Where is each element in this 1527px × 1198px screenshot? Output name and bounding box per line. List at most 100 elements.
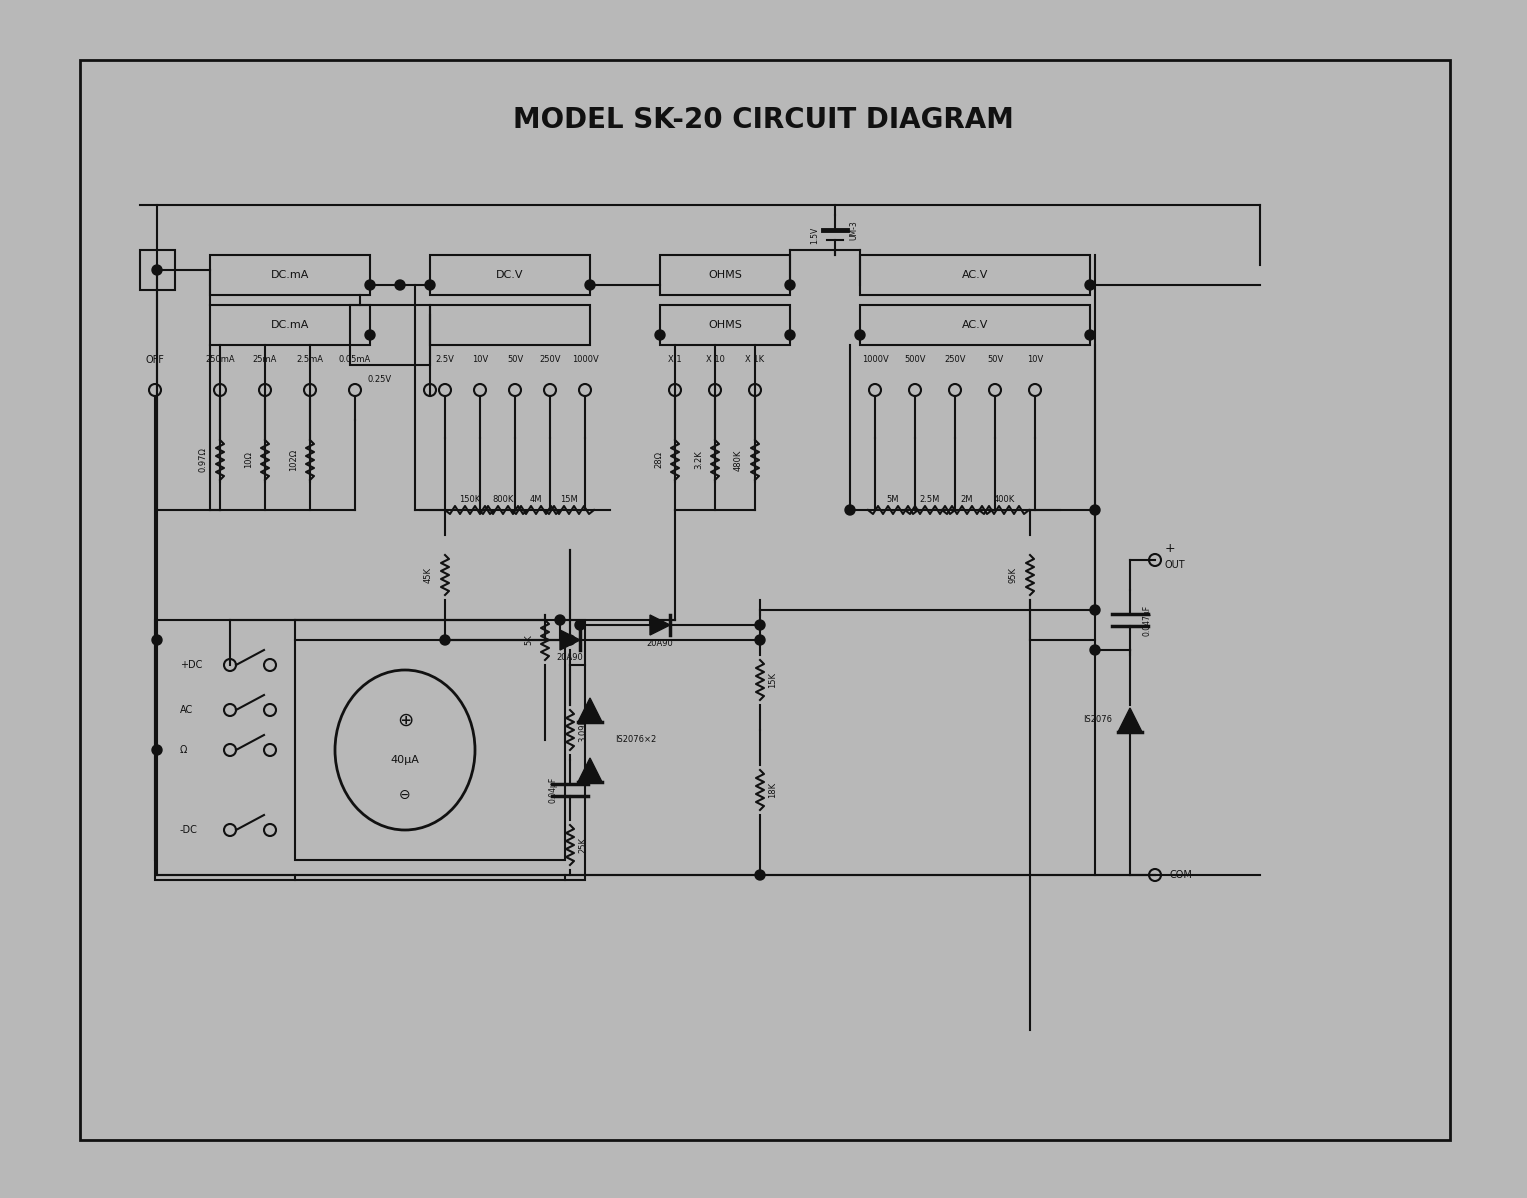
Text: 480K: 480K — [734, 449, 744, 471]
Text: IS2076: IS2076 — [1083, 715, 1112, 725]
Circle shape — [785, 329, 796, 340]
Text: X 1K: X 1K — [745, 356, 765, 364]
Text: OHMS: OHMS — [709, 270, 742, 280]
Circle shape — [440, 635, 450, 645]
Circle shape — [365, 329, 376, 340]
Text: +: + — [1165, 541, 1176, 555]
Text: 2.5mA: 2.5mA — [296, 356, 324, 364]
Text: OUT: OUT — [1165, 559, 1185, 570]
Circle shape — [754, 621, 765, 630]
Bar — [660, 305, 789, 345]
Circle shape — [1090, 645, 1099, 655]
Text: 50V: 50V — [507, 356, 524, 364]
Circle shape — [844, 506, 855, 515]
Circle shape — [153, 265, 162, 276]
Text: 95K: 95K — [1009, 567, 1019, 583]
Text: 10V: 10V — [1026, 356, 1043, 364]
Text: X 1: X 1 — [669, 356, 683, 364]
Polygon shape — [560, 630, 580, 651]
Bar — [350, 305, 431, 365]
Text: 1.5V: 1.5V — [809, 226, 818, 243]
Text: 1000V: 1000V — [571, 356, 599, 364]
Text: 150K: 150K — [460, 496, 481, 504]
Text: 250V: 250V — [944, 356, 965, 364]
Text: -DC: -DC — [180, 825, 199, 835]
Text: 5K: 5K — [524, 635, 533, 646]
Text: COM: COM — [1170, 870, 1193, 881]
Text: AC.V: AC.V — [962, 320, 988, 329]
Circle shape — [565, 635, 576, 645]
Text: AC: AC — [180, 704, 194, 715]
Polygon shape — [579, 758, 602, 782]
Circle shape — [585, 280, 596, 290]
Text: 20A90: 20A90 — [646, 639, 673, 647]
Text: 0.04μF: 0.04μF — [550, 776, 557, 803]
Text: 28Ω: 28Ω — [654, 452, 663, 468]
Text: ⊖: ⊖ — [399, 788, 411, 801]
Text: OFF: OFF — [145, 355, 165, 365]
Bar — [156, 621, 585, 881]
Bar — [211, 255, 370, 295]
Text: AC.V: AC.V — [962, 270, 988, 280]
Text: 4M: 4M — [530, 496, 542, 504]
Text: 0.047μF: 0.047μF — [1142, 605, 1151, 636]
Circle shape — [1086, 329, 1095, 340]
Text: ⊕: ⊕ — [397, 710, 414, 730]
Text: DC.mA: DC.mA — [270, 320, 308, 329]
Text: 250mA: 250mA — [205, 356, 235, 364]
Bar — [431, 255, 589, 295]
Polygon shape — [651, 615, 670, 635]
Text: 800K: 800K — [492, 496, 513, 504]
Text: 20A90: 20A90 — [557, 653, 583, 662]
Circle shape — [395, 280, 405, 290]
Text: 0.25V: 0.25V — [368, 375, 392, 385]
Text: Ω: Ω — [180, 745, 188, 755]
Circle shape — [153, 635, 162, 645]
Text: 10Ω: 10Ω — [244, 452, 253, 468]
Text: 2.5V: 2.5V — [435, 356, 455, 364]
Text: 40μA: 40μA — [391, 755, 420, 766]
Text: IS2076×2: IS2076×2 — [615, 736, 657, 744]
Text: 1000V: 1000V — [861, 356, 889, 364]
Bar — [660, 255, 789, 295]
Text: 15K: 15K — [768, 672, 777, 688]
Text: 18K: 18K — [768, 782, 777, 798]
Bar — [295, 640, 565, 860]
Bar — [860, 255, 1090, 295]
Circle shape — [1090, 605, 1099, 615]
Text: DC.mA: DC.mA — [270, 270, 308, 280]
Text: +DC: +DC — [180, 660, 203, 670]
Text: MODEL SK-20 CIRCUIT DIAGRAM: MODEL SK-20 CIRCUIT DIAGRAM — [513, 105, 1014, 134]
Circle shape — [855, 329, 864, 340]
Circle shape — [1090, 506, 1099, 515]
Circle shape — [365, 280, 376, 290]
Circle shape — [153, 745, 162, 755]
Text: UM-3: UM-3 — [849, 220, 858, 240]
Text: DC.V: DC.V — [496, 270, 524, 280]
Text: 3.2K: 3.2K — [693, 450, 702, 470]
Bar — [431, 305, 589, 345]
Bar — [140, 250, 176, 290]
Text: 2M: 2M — [960, 496, 973, 504]
Text: 15M: 15M — [560, 496, 577, 504]
Text: 10V: 10V — [472, 356, 489, 364]
Text: 50V: 50V — [986, 356, 1003, 364]
Text: 500V: 500V — [904, 356, 925, 364]
Text: 250V: 250V — [539, 356, 560, 364]
Circle shape — [1086, 280, 1095, 290]
Text: X 10: X 10 — [705, 356, 724, 364]
Text: 5M: 5M — [887, 496, 899, 504]
Circle shape — [576, 621, 585, 630]
Text: 0.97Ω: 0.97Ω — [199, 448, 208, 472]
Circle shape — [425, 280, 435, 290]
Text: 45K: 45K — [425, 567, 434, 583]
Circle shape — [785, 280, 796, 290]
Text: 25K: 25K — [579, 837, 586, 853]
Bar — [211, 305, 370, 345]
Text: 3.09K: 3.09K — [579, 718, 586, 742]
Circle shape — [554, 615, 565, 625]
Text: 400K: 400K — [994, 496, 1014, 504]
Bar — [79, 60, 1451, 1140]
Circle shape — [655, 329, 664, 340]
Bar — [860, 305, 1090, 345]
